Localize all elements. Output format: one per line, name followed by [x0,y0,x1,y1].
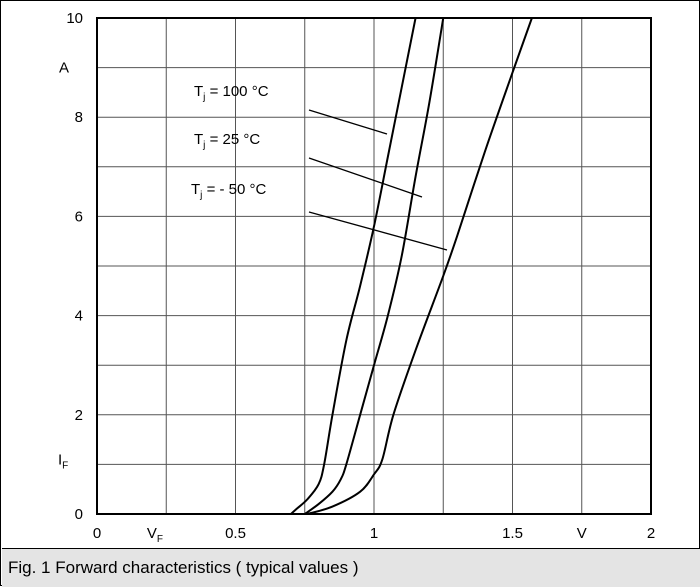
figure-caption: Fig. 1 Forward characteristics ( typical… [8,558,359,577]
y-tick-label: 10 [66,10,83,27]
y-symbol-main: I [58,451,62,468]
curves [290,17,533,515]
x-unit-label: V [577,525,587,542]
series-leader-line-1 [308,109,388,135]
y-tick-label: 0 [75,506,83,523]
series-label-rest: = 100 °C [205,83,268,100]
series-curve-2 [304,17,445,515]
series-label-main: T [194,83,203,100]
series-labels: Tj = 100 °CTj = 25 °CTj = - 50 °C [191,83,448,251]
y-unit-label: A [59,60,69,77]
series-label-sub: j [202,140,205,151]
caption-bar: Fig. 1 Forward characteristics ( typical… [2,548,700,587]
series-label-main: T [191,181,200,198]
series-leader-line-2 [308,157,423,198]
y-tick-label: 8 [75,109,83,126]
series-label-1: Tj = 100 °C [194,83,269,103]
x-tick-label: 0.5 [225,525,246,542]
tick-labels: 0 0.5 1 1.5 2 0 2 4 6 8 10 [66,10,655,542]
series-curve-3 [307,17,533,515]
x-symbol-sub: F [157,534,163,545]
series-label-sub: j [202,92,205,103]
series-leader-line-3 [308,211,448,251]
series-label-sub: j [199,190,202,201]
x-tick-label: 1 [370,525,378,542]
y-axis-symbol: IF [58,451,68,471]
x-tick-label: 1.5 [502,525,523,542]
series-label-2: Tj = 25 °C [194,131,260,151]
series-curve-1 [290,17,417,515]
y-tick-label: 4 [75,308,83,325]
series-label-rest: = - 50 °C [202,181,266,198]
y-tick-label: 2 [75,407,83,424]
grid [97,18,651,514]
x-tick-label: 0 [93,525,101,542]
x-tick-label: 2 [647,525,655,542]
series-label-rest: = 25 °C [205,131,260,148]
series-label-main: T [194,131,203,148]
x-symbol-main: V [147,525,157,542]
y-tick-label: 6 [75,208,83,225]
plot-border [96,17,652,515]
y-symbol-sub: F [62,460,68,471]
series-label-3: Tj = - 50 °C [191,181,267,201]
x-axis-symbol: VF [147,525,163,545]
